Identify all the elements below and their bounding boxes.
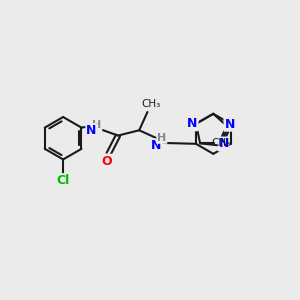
Text: H: H	[157, 133, 167, 143]
Text: N: N	[224, 118, 235, 131]
Text: CH₃: CH₃	[141, 99, 160, 109]
Text: O: O	[102, 155, 112, 168]
Text: N: N	[86, 124, 97, 137]
Text: H: H	[92, 120, 101, 130]
Text: N: N	[151, 140, 161, 152]
Text: N: N	[218, 137, 229, 151]
Text: Cl: Cl	[56, 174, 70, 187]
Text: N: N	[187, 117, 198, 130]
Text: CH₃: CH₃	[211, 138, 230, 148]
